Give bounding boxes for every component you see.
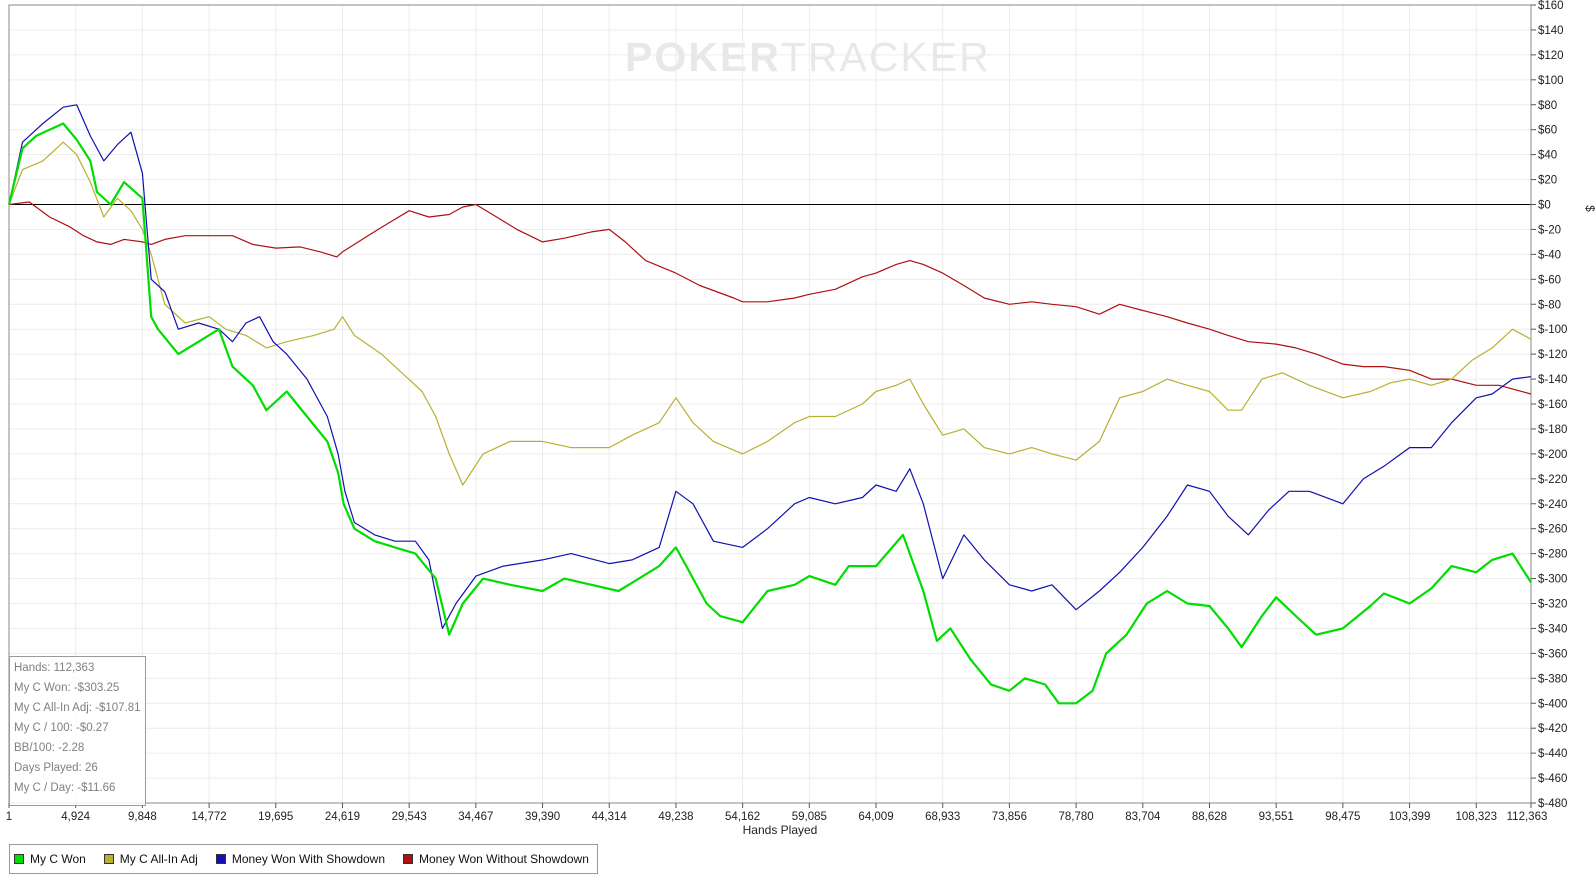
stat-hands: Hands: 112,363	[14, 662, 95, 674]
y-tick-label: $160	[1538, 0, 1564, 12]
y-tick-label: $-80	[1538, 299, 1561, 311]
y-tick-label: $-440	[1538, 748, 1567, 760]
x-tick-label: 98,475	[1325, 811, 1360, 823]
x-tick-label: 54,162	[725, 811, 760, 823]
series-line-money-won-with-showdown	[8, 104, 1532, 630]
x-tick-label: 108,323	[1455, 811, 1497, 823]
watermark-poker: POKER	[625, 34, 781, 80]
series-layer	[7, 104, 1532, 705]
y-tick-label: $-420	[1538, 723, 1567, 735]
y-tick-label: $100	[1538, 75, 1564, 87]
y-tick-label: $-380	[1538, 673, 1567, 685]
x-tick-label: 112,363	[1507, 811, 1548, 823]
y-axis: $160 $140 $120 $100 $80 $60 $40 $20 $0 $-20 $-40 $-…	[1531, 0, 1567, 810]
legend-label: Money Won Without Showdown	[419, 852, 589, 866]
x-tick-label: 73,856	[992, 811, 1027, 823]
x-tick-label: 39,390	[525, 811, 560, 823]
y-tick-label: $-320	[1538, 599, 1567, 611]
legend-label: Money Won With Showdown	[231, 852, 386, 866]
y-tick-label: $-60	[1538, 274, 1561, 286]
y-tick-label: $-140	[1538, 374, 1567, 386]
legend-label: My C All-In Adj	[119, 852, 198, 866]
legend-swatch	[403, 854, 414, 864]
x-tick-label: 4,924	[61, 811, 90, 823]
y-tick-label: $-180	[1538, 424, 1567, 436]
legend-swatch	[103, 854, 114, 864]
legend-item-my-c-won[interactable]: My C Won	[14, 852, 86, 866]
y-tick-label: $0	[1538, 200, 1551, 212]
stat-perday: My C / Day: -$11.66	[14, 782, 116, 794]
legend-swatch	[14, 854, 24, 864]
x-tick-label: 14,772	[191, 811, 226, 823]
x-tick-label: 19,695	[258, 811, 293, 823]
x-tick-label: 44,314	[592, 811, 628, 823]
x-tick-label: 9,848	[128, 811, 157, 823]
y-tick-label: $-20	[1538, 224, 1561, 236]
y-tick-label: $-300	[1538, 574, 1567, 586]
y-tick-label: $-460	[1538, 773, 1567, 785]
y-tick-label: $-280	[1538, 549, 1567, 561]
y-tick-label: $-480	[1538, 798, 1567, 810]
y-tick-label: $140	[1538, 25, 1564, 37]
x-tick-label: 103,399	[1389, 811, 1431, 823]
legend: My C Won My C All-In Adj Money Won With …	[9, 844, 598, 874]
stat-days: Days Played: 26	[14, 762, 98, 774]
y-tick-label: $-360	[1538, 648, 1567, 660]
stat-bb100: BB/100: -2.28	[14, 742, 85, 754]
y-tick-label: $-240	[1538, 499, 1567, 511]
x-tick-label: 34,467	[458, 811, 493, 823]
legend-item-without-showdown[interactable]: Money Won Without Showdown	[403, 852, 589, 866]
x-tick-label: 1	[6, 811, 12, 823]
y-tick-label: $-160	[1538, 399, 1567, 411]
y-tick-label: $-40	[1538, 249, 1561, 261]
x-axis: 1 4,924 9,848 14,772 19,695 24,619 29,543 34,46…	[6, 803, 1548, 823]
x-tick-label: 49,238	[658, 811, 693, 823]
series-line-my-c-all-in-adj	[8, 141, 1532, 486]
y-tick-label: $-400	[1538, 698, 1567, 710]
x-tick-label: 29,543	[392, 811, 427, 823]
watermark-tracker: TRACKER	[780, 34, 991, 80]
y-tick-label: $-120	[1538, 349, 1567, 361]
x-tick-label: 59,085	[792, 811, 827, 823]
y-tick-label: $40	[1538, 150, 1557, 162]
legend-item-all-in-adj[interactable]: My C All-In Adj	[103, 852, 198, 866]
y-tick-label: $-220	[1538, 474, 1567, 486]
y-tick-label: $60	[1538, 125, 1557, 137]
y-tick-label: $-260	[1538, 524, 1567, 536]
x-tick-label: 24,619	[325, 811, 360, 823]
y-tick-label: $-100	[1538, 324, 1567, 336]
pokertracker-watermark: POKERTRACKER	[625, 34, 991, 81]
stat-allin: My C All-In Adj: -$107.81	[14, 702, 141, 714]
stat-per100: My C / 100: -$0.27	[14, 722, 109, 734]
legend-item-with-showdown[interactable]: Money Won With Showdown	[215, 852, 386, 866]
x-tick-label: 93,551	[1259, 811, 1294, 823]
legend-label: My C Won	[30, 852, 86, 866]
series-line-my-c-won	[7, 122, 1532, 705]
x-tick-label: 68,933	[925, 811, 960, 823]
legend-swatch	[215, 854, 226, 864]
stats-box: Hands: 112,363 My C Won: -$303.25 My C A…	[9, 656, 146, 806]
y-tick-label: $20	[1538, 175, 1557, 187]
x-tick-label: 88,628	[1192, 811, 1227, 823]
stat-won: My C Won: -$303.25	[14, 682, 120, 694]
x-tick-label: 78,780	[1059, 811, 1094, 823]
gridlines	[8, 4, 1532, 804]
y-tick-label: $120	[1538, 50, 1564, 62]
y-tick-label: $-200	[1538, 449, 1567, 461]
x-tick-label: 64,009	[858, 811, 893, 823]
y-tick-label: $80	[1538, 100, 1557, 112]
series-line-money-won-without-showdown	[8, 201, 1532, 395]
x-axis-label: Hands Played	[743, 823, 818, 837]
y-axis-label: $	[1583, 205, 1595, 212]
y-tick-label: $-340	[1538, 623, 1567, 635]
x-tick-label: 83,704	[1125, 811, 1161, 823]
